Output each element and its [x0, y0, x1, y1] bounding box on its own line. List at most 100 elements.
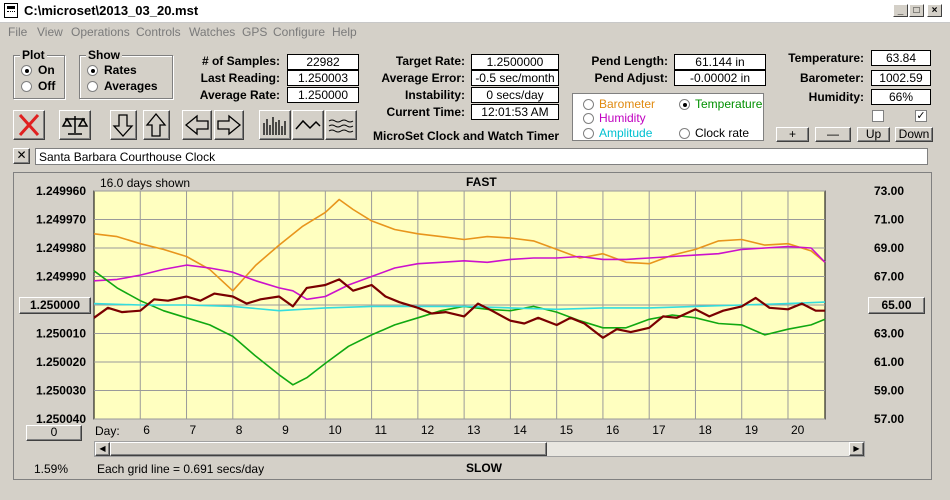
- humidity-label: Humidity:: [808, 90, 864, 104]
- last-reading-label: Last Reading:: [200, 71, 280, 85]
- show-group: Show Rates Averages: [79, 48, 173, 99]
- menu-operations[interactable]: Operations: [71, 25, 130, 39]
- x-tick-label: 12: [421, 423, 435, 437]
- samples-label: # of Samples:: [201, 54, 280, 68]
- pend-adjust-value: -0.00002 in: [674, 70, 766, 86]
- right-tick-label: 73.00: [874, 184, 904, 198]
- instability-label: Instability:: [404, 88, 465, 102]
- balance-button[interactable]: [59, 110, 91, 140]
- scroll-left-button[interactable]: ◀: [95, 442, 110, 456]
- menu-file[interactable]: File: [8, 25, 28, 39]
- show-rates-label: Rates: [104, 63, 137, 77]
- up-button[interactable]: Up: [857, 127, 890, 142]
- horizontal-scrollbar[interactable]: ◀ ▶: [94, 441, 865, 457]
- menu-controls[interactable]: Controls: [136, 25, 181, 39]
- maximize-button[interactable]: □: [909, 4, 924, 17]
- arrow-down-icon: [112, 114, 134, 137]
- show-rates-radio[interactable]: [87, 65, 98, 76]
- x-tick-label: 7: [190, 423, 197, 437]
- arrow-left-button[interactable]: [182, 110, 212, 140]
- histogram-button[interactable]: [259, 110, 291, 140]
- right-tick-label: 69.00: [874, 241, 904, 255]
- left-center-button[interactable]: 1.250000: [19, 297, 91, 314]
- show-averages-radio[interactable]: [87, 81, 98, 92]
- close-window-button[interactable]: ×: [927, 4, 942, 17]
- red-x-icon: [18, 113, 40, 137]
- right-tick-label: 59.00: [874, 384, 904, 398]
- app-caption: MicroSet Clock and Watch Timer: [373, 129, 560, 143]
- right-checkbox[interactable]: ✓: [915, 110, 927, 122]
- average-error-label: Average Error:: [381, 71, 465, 85]
- plot-on-radio[interactable]: [21, 65, 32, 76]
- x-tick-label: 6: [143, 423, 150, 437]
- arrow-right-button[interactable]: [214, 110, 244, 140]
- minimize-button[interactable]: _: [893, 4, 908, 17]
- noise-lines-icon: [328, 119, 354, 133]
- menu-bar: File View Operations Controls Watches GP…: [0, 23, 950, 41]
- balance-scale-icon: [61, 116, 89, 135]
- stop-button[interactable]: [13, 110, 45, 140]
- left-axis-ticks: 1.249960 1.249970 1.249980 1.249990 1.250010…: [36, 184, 86, 426]
- left-tick-label: 1.249980: [36, 241, 86, 255]
- clear-name-button[interactable]: ✕: [13, 148, 30, 164]
- sensor-select-panel: Barometer Temperature Humidity Amplitude…: [572, 93, 764, 141]
- series-group: [93, 198, 826, 386]
- amplitude-option-label: Amplitude: [599, 126, 653, 140]
- series-line-barometer: [93, 198, 826, 292]
- wave-button[interactable]: [292, 110, 324, 140]
- barometer-radio[interactable]: [583, 99, 594, 110]
- scroll-thumb[interactable]: [110, 442, 547, 456]
- day-axis-label: Day:: [95, 424, 120, 438]
- left-tick-label: 1.249970: [36, 213, 86, 227]
- down-button[interactable]: Down: [895, 127, 933, 142]
- x-tick-label: 17: [652, 423, 666, 437]
- plot-off-radio[interactable]: [21, 81, 32, 92]
- x-tick-label: 9: [282, 423, 289, 437]
- samples-value: 22982: [287, 54, 359, 70]
- temperature-label: Temperature:: [788, 51, 864, 65]
- zero-button[interactable]: 0: [26, 425, 82, 441]
- close-x-icon: ✕: [16, 148, 27, 162]
- left-tick-label: 1.250030: [36, 384, 86, 398]
- noise-button[interactable]: [325, 110, 357, 140]
- clock-name-input[interactable]: Santa Barbara Courthouse Clock: [35, 148, 928, 165]
- current-time-value: 12:01:53 AM: [471, 104, 559, 120]
- series-line-amplitude: [93, 301, 826, 312]
- series-line-clock-rate: [93, 278, 825, 339]
- show-averages-label: Averages: [104, 79, 158, 93]
- left-tick-label: 1.249960: [36, 184, 86, 198]
- average-rate-value: 1.250000: [287, 87, 359, 103]
- menu-configure[interactable]: Configure: [273, 25, 326, 39]
- menu-view[interactable]: View: [37, 25, 63, 39]
- x-tick-label: 20: [791, 423, 805, 437]
- left-tick-label: 1.250020: [36, 355, 86, 369]
- menu-watches[interactable]: Watches: [189, 25, 236, 39]
- temperature-radio[interactable]: [679, 99, 690, 110]
- menu-help[interactable]: Help: [332, 25, 357, 39]
- right-center-button[interactable]: 65.00: [868, 297, 925, 314]
- menu-gps[interactable]: GPS: [242, 25, 268, 39]
- target-rate-value[interactable]: 1.2500000: [471, 54, 559, 70]
- humidity-radio[interactable]: [583, 113, 594, 124]
- show-group-label: Show: [86, 48, 122, 62]
- instability-value: 0 secs/day: [471, 87, 559, 103]
- arrow-up-button[interactable]: [143, 110, 170, 140]
- left-checkbox[interactable]: [872, 110, 884, 122]
- clock-rate-radio[interactable]: [679, 128, 690, 139]
- scroll-right-button[interactable]: ▶: [849, 442, 864, 456]
- pend-length-value[interactable]: 61.144 in: [674, 54, 766, 70]
- humidity-value: 66%: [871, 89, 931, 105]
- minus-button[interactable]: —: [815, 127, 851, 142]
- clock-rate-option-label: Clock rate: [695, 126, 750, 140]
- plus-button[interactable]: +: [776, 127, 809, 142]
- x-tick-label: 15: [560, 423, 574, 437]
- title-bar: C:\microset\2013_03_20.mst _ □ ×: [0, 0, 950, 23]
- x-tick-label: 18: [698, 423, 712, 437]
- barometer-option-label: Barometer: [599, 97, 656, 111]
- amplitude-radio[interactable]: [583, 128, 594, 139]
- arrow-down-button[interactable]: [110, 110, 137, 140]
- grid-lines: [94, 190, 825, 420]
- left-tick-label: 1.249990: [36, 270, 86, 284]
- arrow-up-icon: [145, 112, 167, 137]
- temperature-option-label: Temperature: [695, 97, 763, 111]
